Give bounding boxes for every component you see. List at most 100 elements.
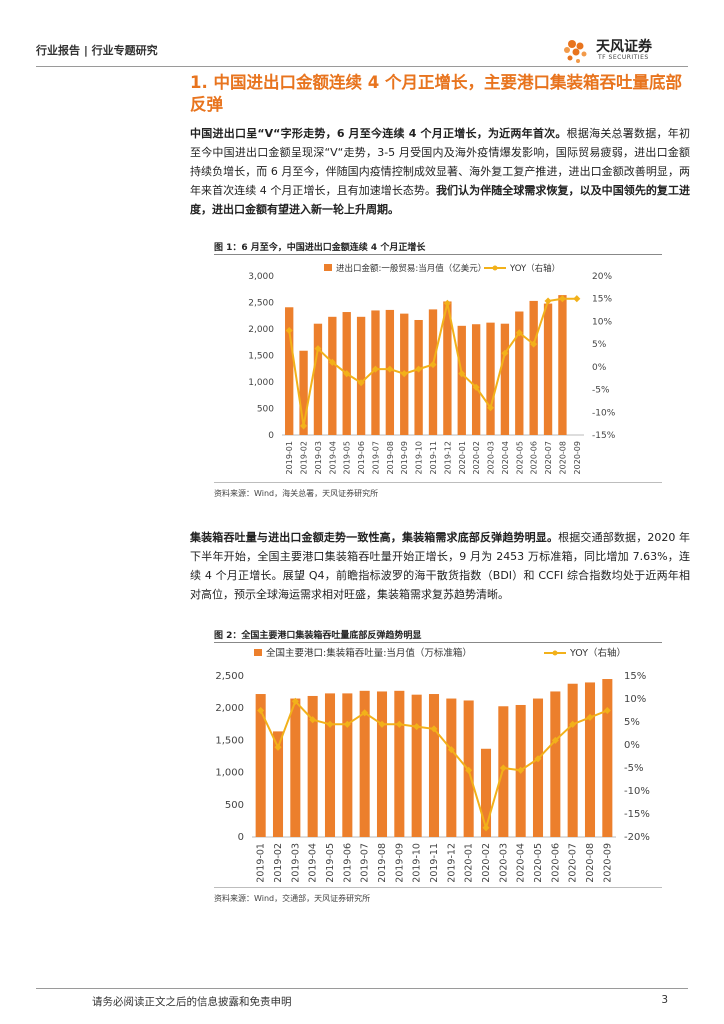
category-label: 2019-05 (343, 441, 352, 474)
category-label: 2019-07 (371, 441, 380, 474)
paragraph-trade-tail: 我们认为伴随全球需求恢复，以及中国领先的复工进度，进出口金额有望进入新一轮上升周… (190, 184, 690, 216)
bar-2019-06 (342, 693, 353, 837)
right-tick-label: 10% (592, 317, 612, 327)
bar-2020-07 (567, 683, 578, 837)
category-label: 2019-10 (412, 843, 423, 883)
footer-divider (36, 988, 688, 989)
figure1-bottom-rule (214, 482, 662, 483)
right-tick-label: -20% (624, 832, 650, 843)
left-tick-label: 1,000 (248, 378, 274, 388)
bar-2020-02 (480, 748, 492, 837)
category-label: 2019-01 (256, 843, 267, 883)
left-tick-label: 500 (257, 405, 274, 415)
bar-2020-03 (486, 322, 495, 435)
figure2-title: 图 2：全国主要港口集装箱吞吐量底部反弹趋势明显 (214, 631, 422, 641)
yoy-point-2020-02 (472, 383, 480, 391)
category-label: 2019-03 (314, 441, 323, 474)
paragraph-container: 集装箱吞吐量与进出口金额走势一致性高，集装箱需求底部反弹趋势明显。根据交通部数据… (190, 528, 690, 604)
bar-2020-02 (471, 324, 481, 435)
bar-2020-08 (558, 295, 567, 435)
container-chart: 全国主要港口:集装箱吞吐量:当月值（万标准箱） YOY（右轴） 0 500 1,000 1… (215, 647, 650, 883)
left-tick-label: 1,500 (215, 735, 244, 746)
yoy-point-2020-01 (458, 370, 466, 378)
bar-2020-05 (515, 311, 524, 435)
yoy-point-2020-03 (499, 764, 507, 772)
left-tick-label: 2,500 (248, 299, 274, 309)
left-tick-label: 2,000 (248, 325, 274, 335)
category-label: 2019-06 (342, 843, 353, 883)
bar-2019-05 (324, 693, 336, 837)
category-label: 2019-05 (325, 843, 336, 883)
legend-line-label: YOY（右轴） (569, 647, 626, 659)
category-label: 2019-01 (285, 441, 294, 474)
legend-bar-swatch (254, 649, 262, 656)
yoy-point-2020-05 (534, 755, 542, 763)
yoy-point-2019-10 (415, 365, 423, 373)
brand-logo: 天风证券 TF SECURITIES (558, 36, 688, 66)
bar-2019-04 (307, 695, 318, 837)
paragraph-container-lead: 集装箱吞吐量与进出口金额走势一致性高，集装箱需求底部反弹趋势明显。 (190, 531, 559, 544)
category-label: 2019-11 (429, 843, 440, 883)
bar-2019-02 (272, 731, 284, 837)
yoy-point-2019-11 (429, 361, 437, 369)
right-tick-label: -10% (592, 408, 616, 418)
left-tick-label: 3,000 (248, 272, 274, 282)
page-header: 行业报告 | 行业专题研究 天风证券 TF SECURITIES (36, 36, 688, 66)
category-label: 2019-09 (394, 843, 405, 883)
right-tick-label: 10% (624, 694, 646, 705)
category-label: 2020-03 (498, 843, 509, 883)
legend-line-marker (552, 650, 558, 656)
bar-2019-11 (428, 309, 438, 435)
yoy-point-2019-06 (357, 379, 365, 387)
bar-2019-10 (414, 319, 423, 435)
category-label: 2019-03 (290, 843, 301, 883)
bar-2020-05 (532, 698, 544, 837)
trade-chart: 进出口金额:一般贸易:当月值（亿美元） YOY（右轴） 0 500 1,000 1,500… (248, 263, 616, 474)
right-tick-label: 5% (592, 340, 607, 350)
category-label: 2019-04 (328, 441, 337, 474)
left-tick-label: 0 (268, 431, 274, 441)
bar-2019-07 (371, 310, 380, 435)
header-divider (36, 66, 688, 67)
flower-logo-icon (564, 40, 587, 63)
breadcrumb: 行业报告 | 行业专题研究 (36, 44, 158, 57)
category-label: 2020-01 (458, 441, 467, 474)
category-label: 2020-05 (533, 843, 544, 883)
category-label: 2020-09 (573, 441, 582, 474)
yoy-point-2019-07 (371, 365, 380, 373)
right-tick-label: 0% (592, 363, 607, 373)
section-title: 1. 中国进出口金额连续 4 个月正增长，主要港口集装箱吞吐量底部反弹 (190, 73, 682, 114)
right-tick-label: 15% (624, 671, 646, 682)
category-label: 2020-03 (487, 441, 496, 474)
right-tick-label: 15% (592, 295, 612, 305)
category-label: 2019-02 (273, 843, 284, 883)
right-tick-label: 0% (624, 740, 640, 751)
yoy-point-2019-08 (378, 720, 386, 728)
bar-2019-09 (394, 690, 405, 837)
yoy-point-2020-05 (515, 329, 523, 337)
left-tick-label: 0 (238, 832, 244, 843)
category-label: 2020-08 (585, 843, 596, 883)
category-label: 2019-04 (308, 843, 319, 883)
yoy-point-2019-01 (285, 326, 293, 335)
category-label: 2019-06 (357, 441, 366, 474)
legend-line-marker (492, 265, 498, 271)
page-number: 3 (661, 994, 668, 1006)
yoy-point-2020-02 (482, 824, 490, 832)
figure1-source: 资料来源：Wind，海关总署，天风证券研究所 (214, 489, 379, 498)
category-label: 2019-08 (377, 843, 388, 883)
yoy-point-2019-08 (386, 365, 394, 373)
bar-2019-08 (376, 691, 388, 837)
category-label: 2019-10 (415, 441, 424, 474)
right-tick-label: -15% (592, 431, 616, 441)
category-label: 2020-07 (568, 843, 579, 883)
category-label: 2019-11 (429, 441, 438, 474)
bar-2020-08 (584, 682, 596, 837)
right-tick-label: 5% (624, 717, 640, 728)
yoy-point-2019-05 (326, 720, 334, 728)
left-tick-label: 1,500 (248, 352, 274, 362)
footer-disclaimer: 请务必阅读正文之后的信息披露和免责申明 (92, 996, 292, 1008)
bar-2019-01 (255, 694, 266, 837)
legend-line-label: YOY（右轴） (509, 263, 560, 274)
yoy-point-2020-04 (501, 349, 509, 357)
